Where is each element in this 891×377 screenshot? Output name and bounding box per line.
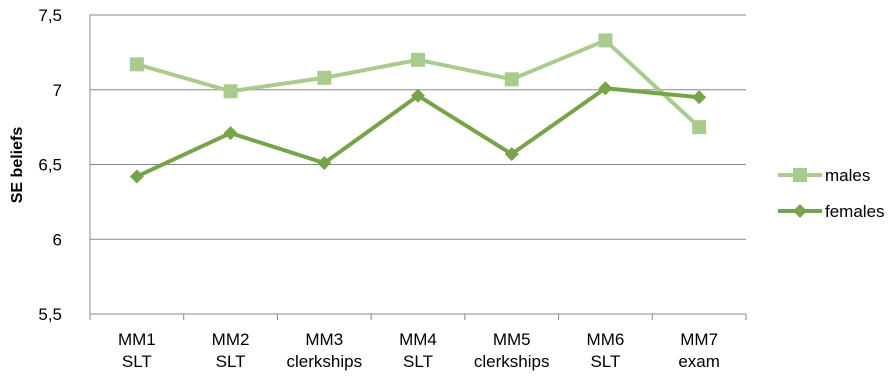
x-tick-label: SLT (122, 352, 152, 371)
y-axis-label: SE beliefs (9, 127, 26, 204)
legend-label: females (825, 202, 885, 221)
x-tick-label: SLT (403, 352, 433, 371)
data-point-females (504, 147, 519, 162)
legend-label: males (825, 166, 870, 185)
series-layer (129, 33, 707, 184)
data-point-females (598, 81, 613, 96)
data-point-males (411, 52, 425, 67)
x-tick-label: MM5 (493, 330, 531, 349)
axes (89, 15, 747, 320)
y-tick-label: 7 (53, 81, 62, 100)
y-tick-label: 6 (53, 230, 62, 249)
x-tick-label: MM1 (118, 330, 156, 349)
x-tick-label: exam (678, 352, 720, 371)
legend-marker (793, 204, 807, 218)
x-tick-label: MM7 (680, 330, 718, 349)
gridlines (90, 14, 746, 240)
y-tick-labels: 7,5 7 6,5 6 5,5 (38, 6, 62, 324)
data-point-males (129, 57, 144, 72)
series-males (129, 33, 707, 135)
data-point-females (411, 88, 425, 103)
x-tick-label: clerkships (286, 352, 362, 371)
data-point-females (223, 126, 238, 141)
x-tick-label: MM4 (399, 330, 437, 349)
data-point-females (692, 90, 707, 105)
x-tick-label: SLT (216, 352, 246, 371)
y-tick-label: 5,5 (38, 305, 62, 324)
legend-item-females: females (778, 202, 885, 221)
y-tick-label: 7,5 (38, 6, 62, 25)
legend: males females (778, 166, 885, 221)
data-point-males (692, 120, 707, 135)
data-point-females (317, 156, 332, 171)
data-point-females (129, 169, 144, 184)
x-tick-label: MM2 (212, 330, 250, 349)
data-point-males (598, 33, 613, 48)
data-point-males (504, 72, 519, 87)
y-tick-label: 6,5 (38, 156, 62, 175)
series-females (129, 81, 707, 184)
x-tick-label: clerkships (474, 352, 550, 371)
x-tick-labels: MM1 SLT MM2 SLT MM3 clerkships MM4 SLT MM5 clerks… (118, 330, 720, 371)
x-tick-label: SLT (590, 352, 620, 371)
x-tick-label: MM3 (305, 330, 343, 349)
legend-item-males: males (778, 166, 870, 185)
data-point-males (317, 70, 332, 85)
x-tick-label: MM6 (587, 330, 625, 349)
legend-marker (793, 168, 807, 182)
data-point-males (223, 84, 238, 99)
